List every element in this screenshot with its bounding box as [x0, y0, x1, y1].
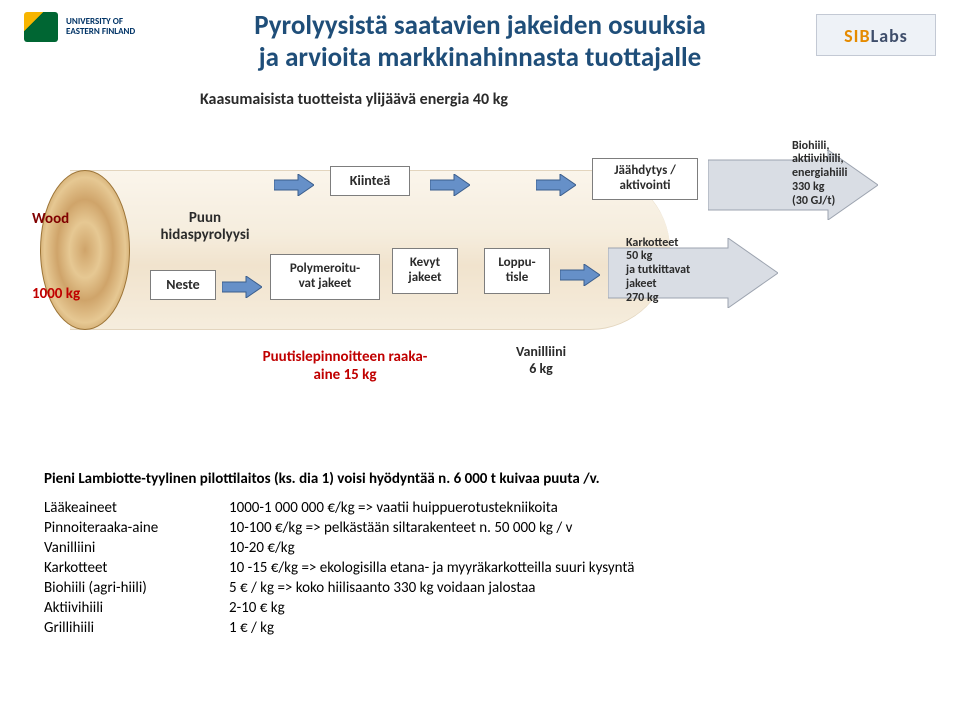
table-row: Aktiivihiili2-10 € kg	[44, 598, 640, 618]
label-loppu: Loppu-tisle	[498, 256, 535, 286]
wood-ring-icon	[40, 170, 130, 330]
box-neste: Neste	[150, 270, 216, 300]
arrow-icon	[274, 174, 314, 196]
page-title: Pyrolyysistä saatavien jakeiden osuuksia…	[0, 10, 960, 75]
box-kevyt: Kevytjakeet	[392, 248, 458, 294]
price-value: 10 -15 €/kg => ekologisilla etana- ja my…	[229, 558, 640, 578]
label-vanilliini: Vanilliini6 kg	[516, 343, 566, 377]
price-value: 5 € / kg => koko hiilisaanto 330 kg void…	[229, 578, 640, 598]
price-value: 10-20 €/kg	[229, 538, 640, 558]
title-line1: Pyrolyysistä saatavien jakeiden osuuksia	[160, 10, 800, 42]
price-name: Lääkeaineet	[44, 498, 229, 518]
footer-block: Pieni Lambiotte-tyylinen pilottilaitos (…	[44, 470, 916, 638]
label-kark: Karkotteet50 kgja tutkittavatjakeet270 k…	[626, 237, 690, 306]
text-karkotteet: Karkotteet50 kgja tutkittavatjakeet270 k…	[620, 226, 740, 316]
price-value: 10-100 €/kg => pelkästään siltarakenteet…	[229, 518, 640, 538]
price-name: Biohiili (agri-hiili)	[44, 578, 229, 598]
box-polymer: Polymeroitu-vat jakeet	[270, 254, 380, 300]
label-jaahd: Jäähdytys /aktivointi	[614, 164, 676, 194]
footer-lead: Pieni Lambiotte-tyylinen pilottilaitos (…	[44, 470, 916, 488]
table-row: Pinnoiteraaka-aine10-100 €/kg => pelkäst…	[44, 518, 640, 538]
table-row: Grillihiili1 € / kg	[44, 618, 640, 638]
label-polymer: Polymeroitu-vat jakeet	[290, 262, 360, 292]
price-table: Lääkeaineet1000-1 000 000 €/kg => vaatii…	[44, 498, 640, 638]
box-hidaspyrolyysi: Puunhidaspyrolyysi	[140, 198, 270, 256]
label-kiintea: Kiinteä	[350, 173, 391, 189]
table-row: Karkotteet10 -15 €/kg => ekologisilla et…	[44, 558, 640, 578]
label-biohiili: Biohiili,aktiivihiili,energiahiili330 kg…	[792, 140, 847, 209]
price-name: Pinnoiteraaka-aine	[44, 518, 229, 538]
price-name: Vanilliini	[44, 538, 229, 558]
wood-name: Wood	[32, 210, 69, 228]
price-name: Aktiivihiili	[44, 598, 229, 618]
label-raaka: Puutislepinnoitteen raaka-aine 15 kg	[263, 348, 428, 384]
label-kevyt: Kevytjakeet	[408, 256, 441, 286]
price-name: Grillihiili	[44, 618, 229, 638]
price-value: 1000-1 000 000 €/kg => vaatii huippuerot…	[229, 498, 640, 518]
arrow-icon	[430, 174, 470, 196]
label-hidaspyro: Puunhidaspyrolyysi	[161, 210, 250, 245]
table-row: Biohiili (agri-hiili)5 € / kg => koko hi…	[44, 578, 640, 598]
label-neste: Neste	[166, 277, 199, 293]
text-raaka-aine: Puutislepinnoitteen raaka-aine 15 kg	[230, 348, 460, 384]
box-jaahd: Jäähdytys /aktivointi	[592, 158, 698, 200]
table-row: Vanilliini10-20 €/kg	[44, 538, 640, 558]
wood-weight: 1000 kg	[32, 285, 80, 303]
table-row: Lääkeaineet1000-1 000 000 €/kg => vaatii…	[44, 498, 640, 518]
box-loppu: Loppu-tisle	[484, 248, 550, 294]
arrow-icon	[536, 174, 576, 196]
price-value: 2-10 € kg	[229, 598, 640, 618]
arrow-icon	[560, 264, 600, 286]
box-kiintea: Kiinteä	[330, 166, 410, 196]
text-vanilliini: Vanilliini6 kg	[496, 344, 586, 378]
title-line2: ja arvioita markkinahinnasta tuottajalle	[160, 42, 800, 74]
text-biohiili: Biohiili,aktiivihiili,energiahiili330 kg…	[786, 124, 906, 224]
arrow-icon	[222, 276, 262, 298]
price-name: Karkotteet	[44, 558, 229, 578]
process-diagram: Wood 1000 kg Puunhidaspyrolyysi Neste Ki…	[40, 130, 920, 430]
price-value: 1 € / kg	[229, 618, 640, 638]
subtitle: Kaasumaisista tuotteista ylijäävä energi…	[200, 90, 508, 109]
